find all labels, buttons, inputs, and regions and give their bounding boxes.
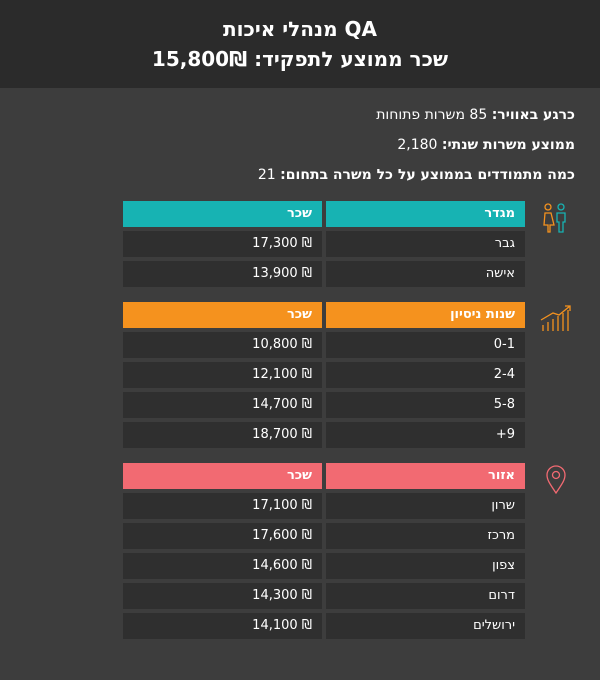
stat-yearly-average: ממוצע משרות שנתי: 2,180 (0, 136, 575, 154)
row-label: אישה (326, 261, 525, 287)
stat-value: 2,180 (397, 137, 438, 153)
row-label: 0-1 (326, 332, 525, 358)
table-header-row: אזור שכר (123, 463, 525, 489)
stat-label: ממוצע משרות שנתי: (441, 137, 575, 153)
table-row: גבר 17,300 ₪ (123, 231, 525, 257)
table-row: צפון 14,600 ₪ (123, 553, 525, 579)
row-salary: 13,900 ₪ (123, 261, 322, 287)
page-header: QA מנהלי איכות שכר ממוצע לתפקיד: 15,800₪ (0, 0, 600, 88)
table-row: אישה 13,900 ₪ (123, 261, 525, 287)
row-label: ירושלים (326, 613, 525, 639)
stat-candidates-per-job: כמה מתמודדים בממוצע על כל משרה בתחום: 21 (0, 166, 575, 184)
row-label: צפון (326, 553, 525, 579)
gender-icon (543, 203, 566, 233)
row-label: +9 (326, 422, 525, 448)
average-salary-value: 15,800₪ (151, 47, 248, 71)
location-pin-icon (546, 465, 566, 495)
table-row: שרון 17,100 ₪ (123, 493, 525, 519)
row-salary: 17,300 ₪ (123, 231, 322, 257)
row-salary: 18,700 ₪ (123, 422, 322, 448)
table-row: +9 18,700 ₪ (123, 422, 525, 448)
column-header-experience: שנות ניסיון (326, 302, 525, 328)
row-salary: 17,600 ₪ (123, 523, 322, 549)
table-header-row: שנות ניסיון שכר (123, 302, 525, 328)
column-header-salary: שכר (123, 302, 322, 328)
row-label: דרום (326, 583, 525, 609)
page-title: QA מנהלי איכות (223, 17, 377, 41)
column-header-salary: שכר (123, 201, 322, 227)
table-row: 2-4 12,100 ₪ (123, 362, 525, 388)
table-header-row: מגדר שכר (123, 201, 525, 227)
stat-value: 85 משרות פתוחות (376, 107, 488, 123)
stat-label: כמה מתמודדים בממוצע על כל משרה בתחום: (280, 167, 575, 183)
row-label: 5-8 (326, 392, 525, 418)
row-salary: 14,700 ₪ (123, 392, 322, 418)
table-row: 0-1 10,800 ₪ (123, 332, 525, 358)
row-salary: 14,100 ₪ (123, 613, 322, 639)
growth-chart-icon (540, 305, 571, 331)
experience-salary-table: שנות ניסיון שכר 0-1 10,800 ₪ 2-4 12,100 … (123, 302, 571, 448)
row-label: שרון (326, 493, 525, 519)
stat-value: 21 (257, 167, 276, 183)
row-salary: 10,800 ₪ (123, 332, 322, 358)
column-header-salary: שכר (123, 463, 322, 489)
row-salary: 14,300 ₪ (123, 583, 322, 609)
row-label: 2-4 (326, 362, 525, 388)
stat-label: כרגע באוויר: (491, 107, 575, 123)
table-row: ירושלים 14,100 ₪ (123, 613, 525, 639)
column-header-gender: מגדר (326, 201, 525, 227)
table-row: מרכז 17,600 ₪ (123, 523, 525, 549)
stats-block: כרגע באוויר: 85 משרות פתוחות ממוצע משרות… (0, 88, 600, 184)
gender-salary-table: מגדר שכר גבר 17,300 ₪ אישה 13,900 ₪ (123, 201, 566, 287)
row-salary: 17,100 ₪ (123, 493, 322, 519)
average-salary-line: שכר ממוצע לתפקיד: 15,800₪ (152, 46, 448, 72)
row-salary: 12,100 ₪ (123, 362, 322, 388)
region-salary-table: אזור שכר שרון 17,100 ₪ מרכז 17,600 ₪ צפו… (123, 463, 566, 639)
stat-open-jobs: כרגע באוויר: 85 משרות פתוחות (0, 106, 575, 124)
row-salary: 14,600 ₪ (123, 553, 322, 579)
row-label: גבר (326, 231, 525, 257)
table-row: דרום 14,300 ₪ (123, 583, 525, 609)
column-header-region: אזור (326, 463, 525, 489)
average-salary-label: שכר ממוצע לתפקיד: (254, 47, 449, 71)
table-row: 5-8 14,700 ₪ (123, 392, 525, 418)
row-label: מרכז (326, 523, 525, 549)
